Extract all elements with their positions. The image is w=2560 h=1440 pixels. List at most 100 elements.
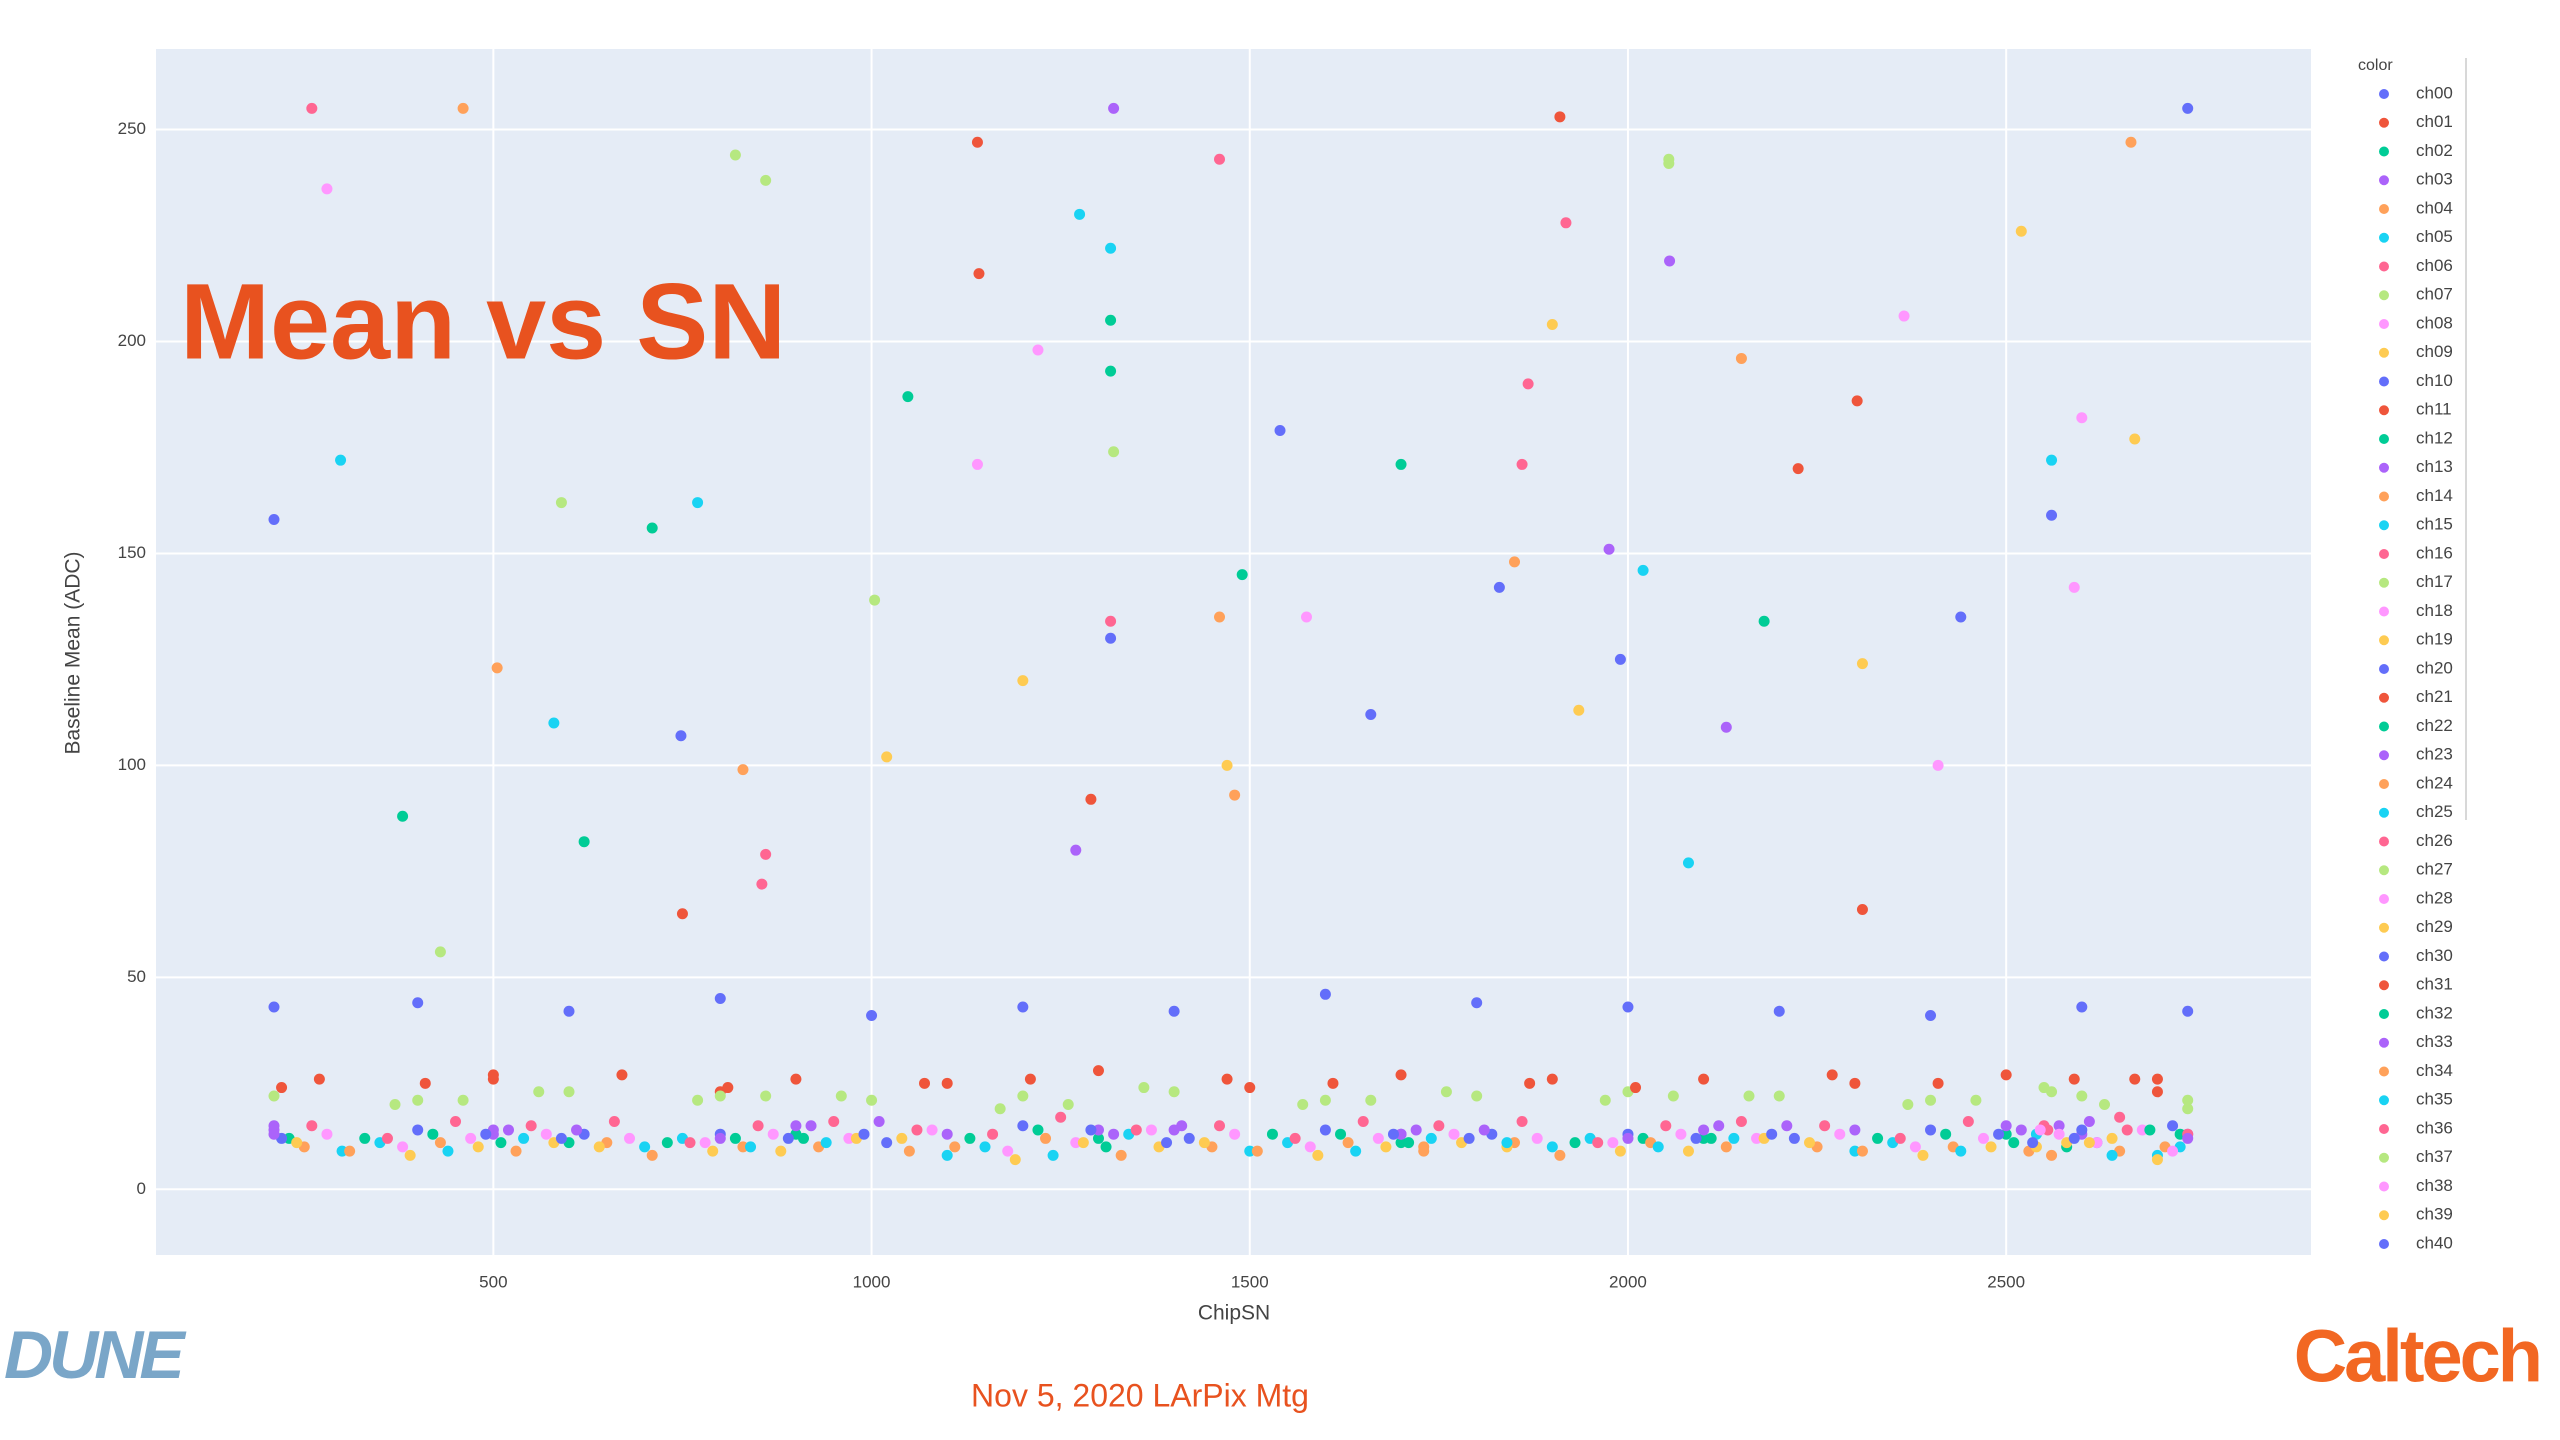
data-point [1040, 1132, 1052, 1144]
data-point [608, 1115, 620, 1127]
legend: ch00 ch01 ch02 ch03 ch04 ch05 ch06 ch07 ch08 ch09… [2379, 83, 2453, 1252]
legend-marker [2379, 664, 2389, 674]
data-point [1603, 543, 1615, 555]
legend-label: ch40 [2416, 1233, 2453, 1252]
data-point [381, 1132, 393, 1144]
data-point [941, 1077, 953, 1089]
legend-label: ch27 [2416, 860, 2453, 879]
legend-label: ch26 [2416, 831, 2453, 850]
data-point [1516, 1115, 1528, 1127]
data-point [1395, 1137, 1407, 1149]
data-point [389, 1099, 401, 1111]
x-tick-label: 2000 [1609, 1272, 1647, 1291]
data-point [1856, 658, 1868, 670]
data-point [820, 1137, 832, 1149]
data-point [1183, 1132, 1195, 1144]
data-point [1909, 1141, 1921, 1153]
legend-label: ch01 [2416, 112, 2453, 131]
legend-label: ch07 [2416, 285, 2453, 304]
data-point [1872, 1132, 1884, 1144]
data-point [427, 1128, 439, 1140]
data-point [1690, 1132, 1702, 1144]
data-point [775, 1145, 787, 1157]
legend-marker [2379, 1009, 2389, 1019]
legend-label: ch31 [2416, 975, 2453, 994]
data-point [949, 1141, 961, 1153]
data-point [2046, 1149, 2058, 1161]
legend-label: ch30 [2416, 946, 2453, 965]
legend-label: ch02 [2416, 141, 2453, 160]
data-point [2167, 1145, 2179, 1157]
data-point [1074, 208, 1086, 220]
data-point [1372, 1132, 1384, 1144]
x-tick-label: 500 [479, 1272, 507, 1291]
data-point [1804, 1137, 1816, 1149]
data-point [1682, 857, 1694, 869]
data-point [1902, 1099, 1914, 1111]
data-point [616, 1069, 628, 1081]
data-point [510, 1145, 522, 1157]
data-point [881, 751, 893, 763]
legend-marker [2379, 434, 2389, 444]
data-point [1925, 1124, 1937, 1136]
legend-marker [2379, 204, 2389, 214]
legend-label: ch25 [2416, 802, 2453, 821]
data-point [1410, 1124, 1422, 1136]
footer: Nov 5, 2020 LArPix Mtg [971, 1377, 1309, 1413]
legend-label: ch21 [2416, 687, 2453, 706]
data-point [1985, 1141, 1997, 1153]
data-point [1300, 611, 1312, 623]
data-point [1319, 988, 1331, 1000]
data-point [661, 1137, 673, 1149]
data-point [790, 1073, 802, 1085]
data-point [1365, 709, 1377, 721]
data-point [1546, 319, 1558, 331]
data-point [1319, 1124, 1331, 1136]
data-point [1221, 759, 1233, 771]
data-point [2015, 1124, 2027, 1136]
legend-label: ch29 [2416, 917, 2453, 936]
data-point [1403, 1137, 1415, 1149]
data-point [828, 1115, 840, 1127]
data-point [973, 268, 985, 280]
data-point [707, 1145, 719, 1157]
data-point [291, 1137, 303, 1149]
data-point [911, 1124, 923, 1136]
data-point [1395, 1069, 1407, 1081]
data-point [563, 1086, 575, 1098]
data-point [1425, 1132, 1437, 1144]
data-point [1614, 653, 1626, 665]
data-point [1573, 704, 1585, 716]
data-point [2106, 1132, 2118, 1144]
data-point [2182, 102, 2194, 114]
data-point [675, 730, 687, 742]
data-point [1327, 1077, 1339, 1089]
data-point [1524, 1077, 1536, 1089]
data-point [1032, 344, 1044, 356]
data-point [646, 522, 658, 534]
data-point [1713, 1120, 1725, 1132]
data-point [881, 1137, 893, 1149]
data-point [321, 1128, 333, 1140]
data-point [1554, 1149, 1566, 1161]
data-point [1849, 1145, 1861, 1157]
data-point [902, 391, 914, 403]
data-point [491, 662, 503, 674]
legend-marker [2379, 951, 2389, 962]
data-point [1105, 314, 1117, 326]
data-point [2182, 1005, 2194, 1017]
data-point [1663, 157, 1675, 169]
data-point [2068, 1132, 2080, 1144]
data-point [1630, 1082, 1642, 1094]
data-point [1682, 1145, 1694, 1157]
data-point [684, 1137, 696, 1149]
data-point [903, 1145, 915, 1157]
legend-label: ch37 [2416, 1147, 2453, 1166]
data-point [1614, 1145, 1626, 1157]
data-point [1319, 1094, 1331, 1106]
data-point [2076, 1001, 2088, 1013]
data-point [2099, 1099, 2111, 1111]
data-point [1493, 581, 1505, 593]
data-point [313, 1073, 325, 1085]
